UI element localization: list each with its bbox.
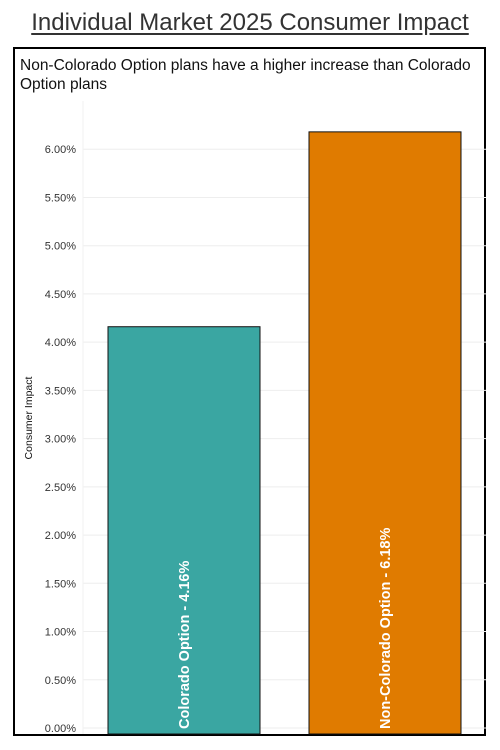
- bar-data-label: Colorado Option - 4.16%: [177, 561, 193, 729]
- y-tick-label: 2.00%: [45, 530, 76, 542]
- y-tick-label: 0.00%: [45, 723, 76, 735]
- y-tick-label: 1.00%: [45, 627, 76, 639]
- y-tick-label: 2.50%: [45, 482, 76, 494]
- y-tick-label: 5.00%: [45, 241, 76, 253]
- y-tick-label: 1.50%: [45, 578, 76, 590]
- bar-data-label: Non-Colorado Option - 6.18%: [378, 528, 394, 729]
- y-tick-label: 4.00%: [45, 337, 76, 349]
- y-tick-label: 3.00%: [45, 434, 76, 446]
- y-axis-title: Consumer Impact: [23, 376, 35, 459]
- chart-subtitle: Non-Colorado Option plans have a higher …: [20, 57, 471, 93]
- y-tick-label: 4.50%: [45, 289, 76, 301]
- y-tick-label: 5.50%: [45, 192, 76, 204]
- y-axis-ticks: 0.00% 0.50% 1.00% 1.50% 2.00% 2.50% 3.00% 3.50%…: [45, 144, 76, 735]
- y-tick-label: 3.50%: [45, 385, 76, 397]
- bar-colorado-option[interactable]: [107, 326, 261, 735]
- bar-non-colorado-option[interactable]: [308, 131, 462, 735]
- y-tick-label: 0.50%: [45, 675, 76, 687]
- page-title: Individual Market 2025 Consumer Impact: [31, 9, 469, 36]
- bars: Colorado Option - 4.16% Non-Colorado Opti…: [107, 131, 462, 735]
- y-tick-label: 6.00%: [45, 144, 76, 156]
